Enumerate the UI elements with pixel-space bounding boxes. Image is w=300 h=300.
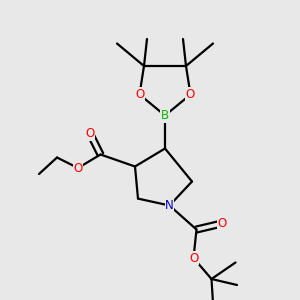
Text: O: O — [218, 217, 226, 230]
Text: O: O — [186, 88, 195, 101]
Text: O: O — [74, 161, 82, 175]
Text: O: O — [85, 127, 94, 140]
Text: O: O — [135, 88, 144, 101]
Text: B: B — [161, 109, 169, 122]
Text: O: O — [189, 251, 198, 265]
Text: N: N — [165, 199, 174, 212]
